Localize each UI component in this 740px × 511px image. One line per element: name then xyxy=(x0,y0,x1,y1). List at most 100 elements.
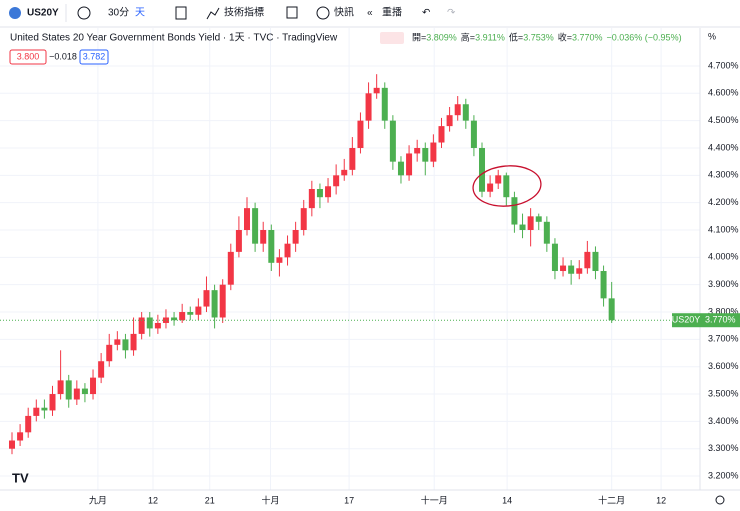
candle-body xyxy=(397,161,404,176)
candle-body xyxy=(276,257,283,263)
candle-body xyxy=(203,290,210,307)
candles xyxy=(8,74,615,455)
candle-body xyxy=(146,317,153,329)
candle-body xyxy=(41,407,48,411)
candle-body xyxy=(341,169,348,176)
stat-label: 高= xyxy=(461,31,475,42)
candle-body xyxy=(252,208,259,244)
candle-body xyxy=(389,120,396,162)
period[interactable]: 天 xyxy=(135,8,145,19)
interval[interactable]: 30分 xyxy=(108,7,129,19)
x-tick-label: 17 xyxy=(344,495,354,505)
ask-box[interactable] xyxy=(79,49,109,65)
candle-body xyxy=(130,333,137,351)
candle-body xyxy=(187,312,194,315)
y-tick-label: 3.800% xyxy=(708,306,739,316)
candle-body xyxy=(470,120,477,148)
candle-body xyxy=(349,147,356,170)
candle-body xyxy=(430,142,437,162)
bid-box[interactable] xyxy=(9,49,47,65)
undo[interactable]: ↶ xyxy=(422,8,430,19)
candle-body xyxy=(592,251,599,272)
x-tick-label: 14 xyxy=(502,495,512,505)
stat-value: −0.036% (−0.95%) xyxy=(607,32,682,42)
candle-body xyxy=(25,415,32,433)
stat-label: 開= xyxy=(412,32,426,42)
candle-body xyxy=(8,440,15,449)
candle-body xyxy=(325,186,332,198)
x-tick-label: 12 xyxy=(148,495,158,505)
candle-body xyxy=(600,271,607,299)
stat-value: 3.911% xyxy=(475,32,505,42)
candle-body xyxy=(154,322,161,329)
candle-body xyxy=(519,224,526,231)
candle-body xyxy=(535,216,542,222)
layout-icon[interactable] xyxy=(286,6,298,19)
y-tick-label: 4.000% xyxy=(708,252,739,262)
tv-logo[interactable]: TV xyxy=(12,470,29,485)
candle-body xyxy=(235,230,242,252)
chart-title: United States 20 Year Government Bonds Y… xyxy=(10,33,338,44)
flag-icon xyxy=(9,7,21,19)
candle-body xyxy=(381,87,388,121)
stat-value: 3.753% xyxy=(523,32,554,42)
candle-body xyxy=(543,221,550,244)
y-tick-label: 4.500% xyxy=(708,115,739,125)
candle-body xyxy=(73,388,80,400)
replay[interactable]: 重播 xyxy=(382,6,402,19)
candle-body xyxy=(114,339,121,345)
alerts[interactable]: 快訊 xyxy=(334,6,354,19)
candle-body xyxy=(511,197,518,225)
candle-body xyxy=(260,230,267,244)
candle-body xyxy=(576,268,583,274)
candle-body xyxy=(49,394,56,411)
add-icon[interactable] xyxy=(77,6,91,20)
candle-body xyxy=(227,251,234,285)
candle-icon[interactable] xyxy=(175,6,187,20)
symbol[interactable]: US20Y xyxy=(27,8,59,19)
candle-body xyxy=(268,230,275,263)
y-tick-label: 4.600% xyxy=(708,88,739,98)
candle-body xyxy=(316,188,323,198)
candle-body xyxy=(308,188,315,209)
candle-body xyxy=(284,243,291,258)
y-tick-label: 3.700% xyxy=(708,334,739,344)
bid: 3.800 xyxy=(17,51,40,61)
x-tick-label: 十二月 xyxy=(598,494,625,505)
stat-value: 3.770% xyxy=(572,32,603,42)
candle-body xyxy=(244,208,251,231)
candle-body xyxy=(17,432,24,441)
candle-body xyxy=(584,251,591,269)
candle-body xyxy=(219,284,226,318)
candle-body xyxy=(406,153,413,176)
candle-body xyxy=(608,298,615,321)
candle-body xyxy=(479,147,486,192)
y-tick-label: 3.600% xyxy=(708,361,739,371)
indicator-icon xyxy=(206,7,220,20)
stat-label: 收= xyxy=(558,31,572,42)
y-tick-label: 3.300% xyxy=(708,443,739,453)
candle-body xyxy=(357,120,364,148)
candle-body xyxy=(33,407,40,416)
redo[interactable]: ↷ xyxy=(447,8,456,19)
toolbar: US20Y 30分 天 技術指標 快訊 « 重播 ↶ ↷ xyxy=(0,4,740,28)
replay-icon: « xyxy=(367,8,373,19)
candle-body xyxy=(90,377,97,395)
candle-body xyxy=(454,104,461,116)
annotation-circle xyxy=(472,165,542,207)
x-tick-label: 21 xyxy=(205,495,215,505)
candle-body xyxy=(57,380,64,395)
status-badge xyxy=(380,32,404,44)
candle-body xyxy=(495,175,502,184)
spread: −0.018 xyxy=(49,51,77,61)
indicators[interactable]: 技術指標 xyxy=(224,6,264,19)
y-tick-label: 4.400% xyxy=(708,142,739,152)
candle-body xyxy=(414,147,421,154)
candle-body xyxy=(138,317,145,334)
y-tick-label: 4.300% xyxy=(708,170,739,180)
last-price-label: 3.770% xyxy=(705,315,736,325)
settings-icon[interactable] xyxy=(715,495,725,505)
x-tick-label: 12 xyxy=(656,495,666,505)
